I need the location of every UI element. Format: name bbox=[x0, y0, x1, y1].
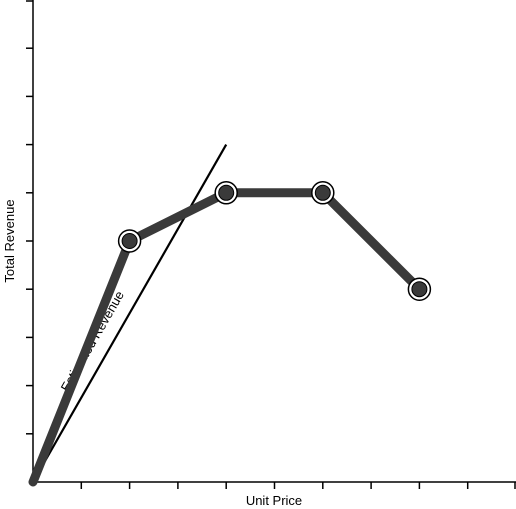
data-point bbox=[117, 229, 142, 253]
y-ticks bbox=[26, 0, 33, 435]
revenue-series-line bbox=[28, 188, 424, 487]
data-point bbox=[214, 181, 238, 205]
data-point bbox=[311, 181, 335, 205]
y-axis-label: Total Revenue bbox=[2, 199, 17, 282]
x-axis-label: Unit Price bbox=[246, 493, 302, 508]
estimated-revenue-line bbox=[32, 144, 228, 483]
data-point bbox=[407, 277, 432, 301]
x-ticks bbox=[80, 482, 516, 489]
revenue-points bbox=[117, 181, 432, 301]
